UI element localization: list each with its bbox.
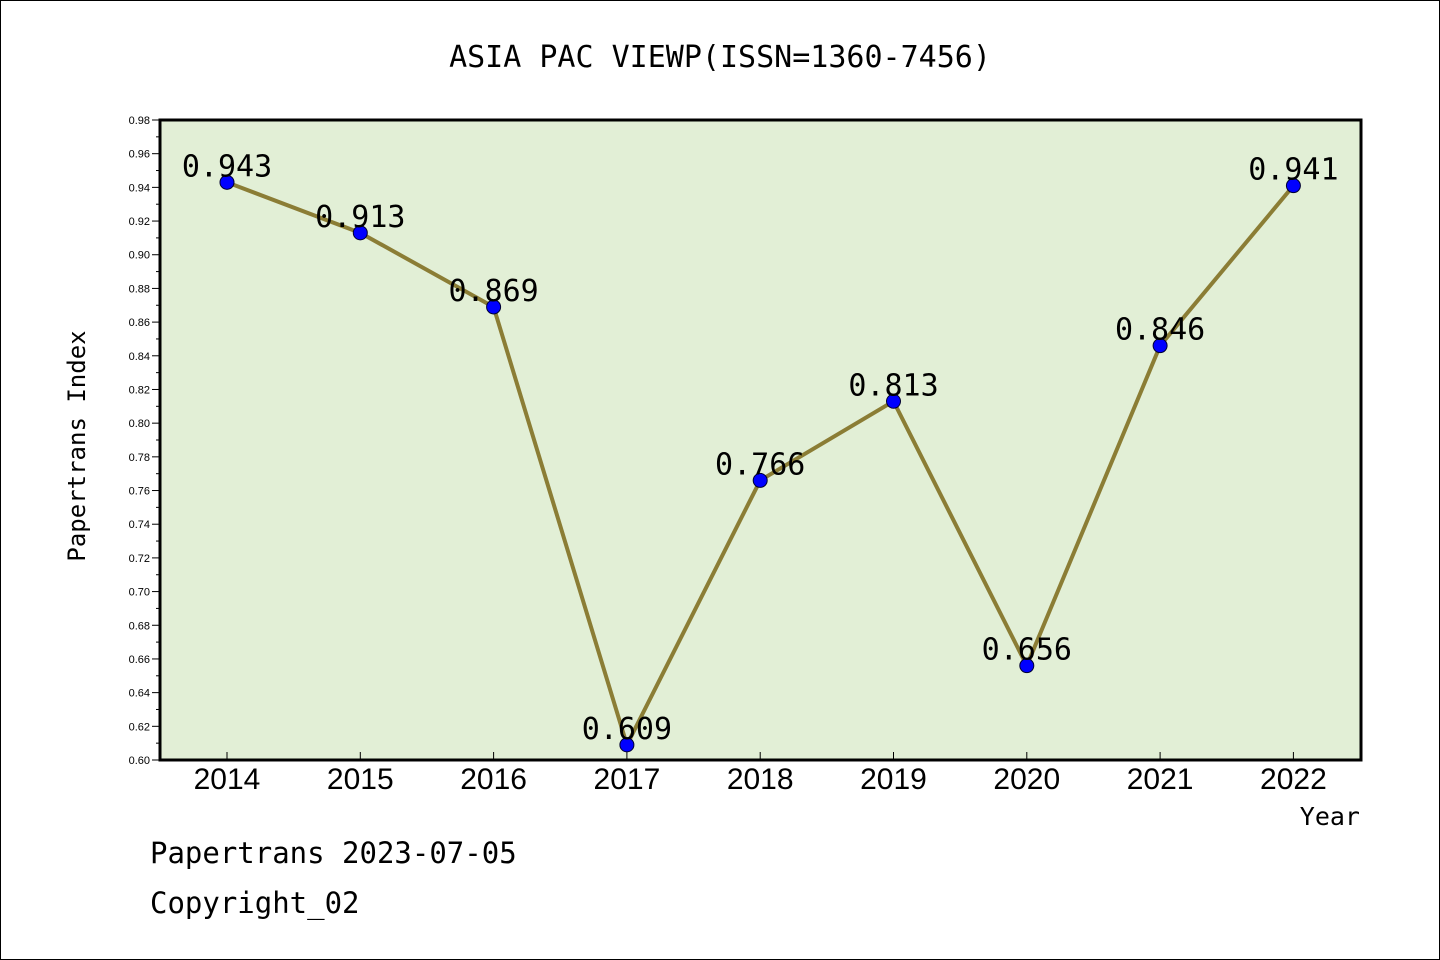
y-tick-label: 0.62 (129, 721, 150, 733)
data-point-marker (219, 174, 235, 190)
data-value-label: 0.941 (1248, 153, 1338, 188)
data-point-marker (352, 225, 368, 241)
source-note: Papertrans 2023-07-05 (150, 836, 517, 870)
series-line-group: 0.943 0.913 0.869 0.609 0.766 0.813 0.656 0.846… (182, 149, 1339, 753)
data-point-marker (1019, 658, 1035, 674)
y-tick-label: 0.70 (129, 587, 150, 599)
y-tick-label: 0.96 (129, 149, 150, 161)
data-value-label: 0.766 (715, 447, 805, 482)
x-tick-label: 2014 (194, 763, 261, 796)
x-tick-label: 2021 (1127, 763, 1194, 796)
y-tick-label: 0.78 (129, 452, 150, 464)
y-tick-label: 0.98 (129, 115, 150, 127)
y-tick-label: 0.82 (129, 384, 150, 396)
data-value-label: 0.813 (848, 368, 938, 403)
x-tick-label: 2022 (1260, 763, 1327, 796)
y-tick-label: 0.68 (129, 620, 150, 632)
x-tick-label: 2018 (727, 763, 794, 796)
y-tick-label: 0.84 (129, 351, 150, 363)
y-tick-label: 0.76 (129, 486, 150, 498)
y-tick-label: 0.64 (129, 688, 150, 700)
x-tick-label: 2017 (594, 763, 661, 796)
data-value-label: 0.609 (582, 712, 672, 747)
data-point-marker (752, 472, 768, 488)
data-value-label: 0.869 (448, 274, 538, 309)
y-tick-label: 0.86 (129, 317, 150, 329)
data-point-marker (1152, 338, 1168, 354)
x-tick-label: 2019 (860, 763, 927, 796)
y-tick-label: 0.74 (129, 519, 150, 531)
y-tick-label: 0.66 (129, 654, 150, 666)
x-tick-label: 2016 (460, 763, 527, 796)
y-tick-label: 0.72 (129, 553, 150, 565)
chart-title: ASIA PAC VIEWP(ISSN=1360-7456) (449, 40, 991, 75)
y-axis-label: Papertrans Index (63, 330, 91, 561)
data-value-label: 0.943 (182, 149, 272, 184)
data-point-marker (619, 737, 635, 753)
y-tick-label: 0.94 (129, 182, 150, 194)
y-tick-label: 0.88 (129, 283, 150, 295)
x-tick-label: 2015 (327, 763, 394, 796)
y-tick-label: 0.60 (129, 755, 150, 767)
copyright-note: Copyright_02 (150, 886, 360, 920)
data-value-label: 0.913 (315, 200, 405, 235)
x-axis-label: Year (1300, 802, 1360, 831)
data-value-label: 0.656 (982, 633, 1072, 668)
data-value-label: 0.846 (1115, 313, 1205, 348)
data-point-marker (486, 299, 502, 315)
y-tick-label: 0.92 (129, 216, 150, 228)
y-tick-label: 0.80 (129, 418, 150, 430)
x-axis: 2014 2015 2016 2017 2018 2019 2020 2021 2022 (194, 752, 1327, 796)
y-axis: 0.60 0.62 0.64 0.66 0.68 0.70 0.72 0.74 0.76 0.78… (129, 115, 160, 767)
y-tick-label: 0.90 (129, 250, 150, 262)
x-tick-label: 2020 (993, 763, 1060, 796)
data-point-marker (886, 393, 901, 409)
data-point-marker (1285, 178, 1301, 194)
